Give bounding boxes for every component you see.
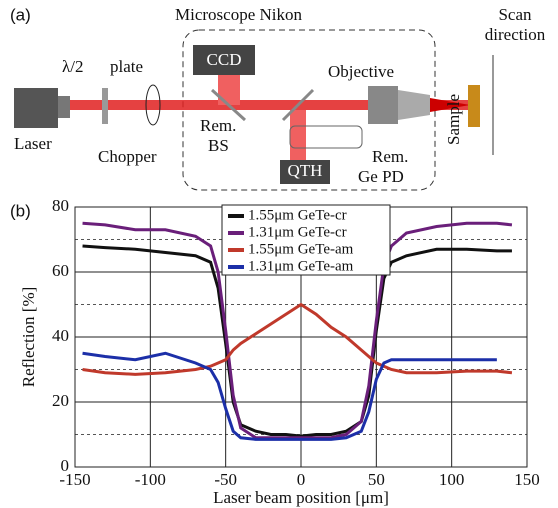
legend-label: 1.31μm GeTe-cr	[248, 224, 347, 240]
halfwave-label: λ/2	[62, 57, 83, 76]
pd-label: Rem.	[372, 147, 408, 166]
scan-label: direction	[485, 25, 546, 44]
objective-label: Objective	[328, 62, 394, 81]
x-tick-label: 50	[368, 470, 385, 489]
sample-shape	[468, 85, 480, 127]
qth-label: QTH	[288, 161, 323, 180]
microscope-label: Microscope Nikon	[175, 5, 303, 24]
legend-label: 1.31μm GeTe-am	[248, 258, 354, 274]
x-tick-label: 0	[297, 470, 306, 489]
chopper-label: Chopper	[98, 147, 157, 166]
x-axis-label: Laser beam position [μm]	[213, 488, 389, 507]
y-tick-label: 80	[52, 196, 69, 215]
legend-label: 1.55μm GeTe-cr	[248, 207, 347, 223]
laser-body	[14, 88, 58, 128]
objective-tip	[398, 90, 430, 120]
laser-label: Laser	[14, 134, 52, 153]
beam-qth	[290, 110, 306, 160]
plate-label: plate	[110, 57, 143, 76]
setup-diagram: (a) Microscope Nikon Laser λ/2 plate Cho…	[10, 5, 546, 190]
sample-label: Sample	[444, 94, 463, 145]
panel-label: (a)	[10, 5, 31, 24]
beam-ccd	[218, 75, 240, 105]
x-tick-label: 150	[514, 470, 540, 489]
y-axis-label: Reflection [%]	[19, 287, 38, 388]
pd-label: Ge PD	[358, 167, 404, 186]
y-tick-label: 40	[52, 326, 69, 345]
objective-shape	[368, 86, 398, 124]
ccd-label: CCD	[207, 50, 242, 69]
laser-head	[58, 96, 70, 118]
bs-label: Rem.	[200, 116, 236, 135]
x-tick-label: 100	[439, 470, 465, 489]
scan-label: Scan	[498, 5, 532, 24]
x-tick-label: -150	[59, 470, 90, 489]
panel-label: (b)	[10, 201, 31, 220]
x-tick-label: -100	[135, 470, 166, 489]
figure: (a) Microscope Nikon Laser λ/2 plate Cho…	[0, 0, 558, 508]
x-tick-label: -50	[214, 470, 237, 489]
bs-label: BS	[208, 136, 229, 155]
legend-label: 1.55μm GeTe-am	[248, 241, 354, 257]
y-tick-label: 60	[52, 261, 69, 280]
plate-shape	[102, 88, 108, 124]
y-tick-label: 20	[52, 391, 69, 410]
